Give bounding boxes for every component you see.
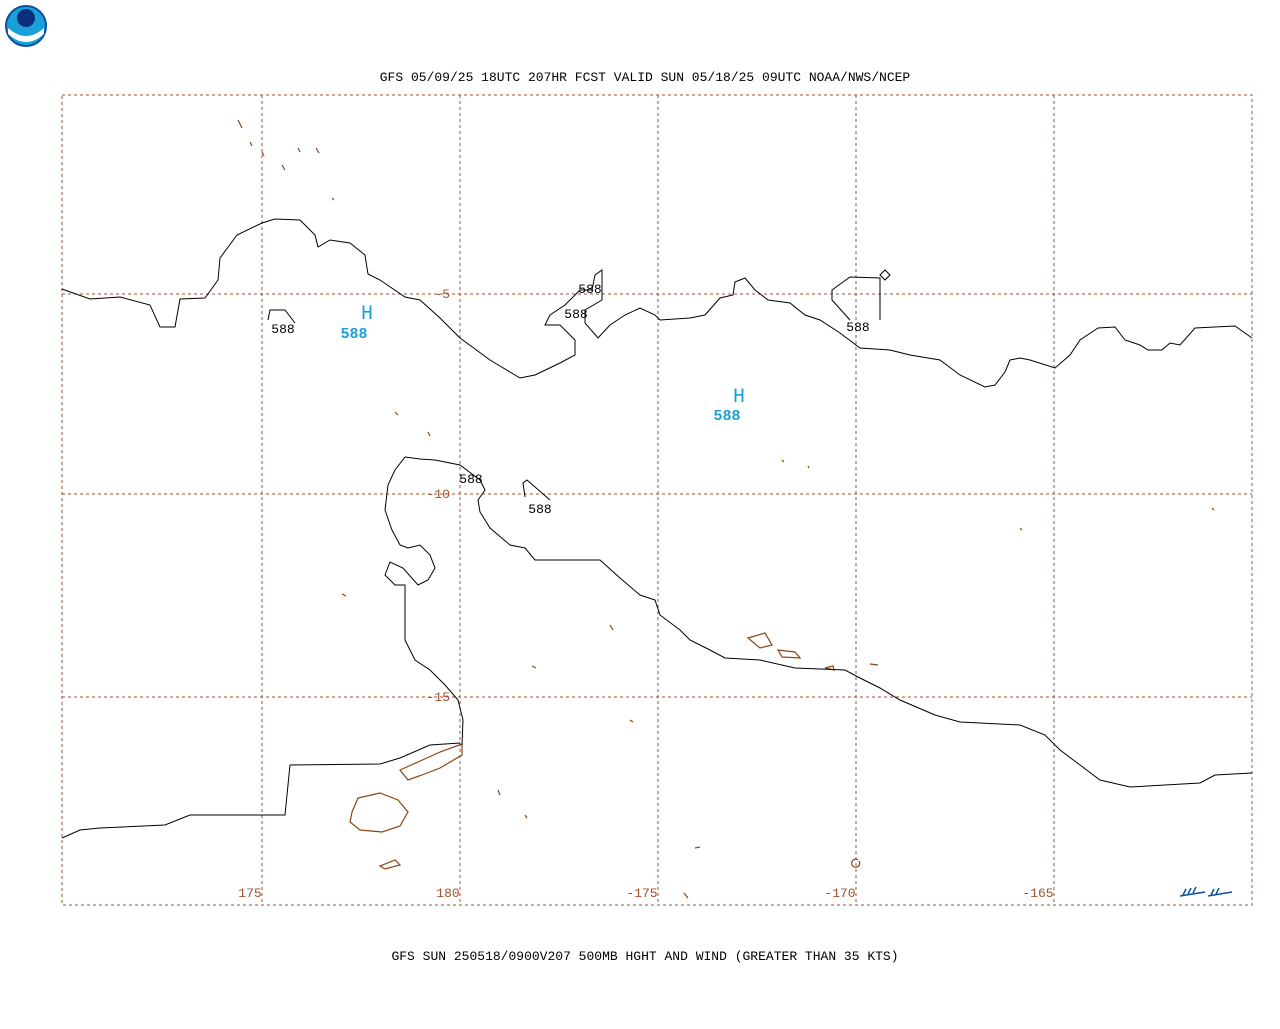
coastlines [237,119,1215,899]
high-value: 588 [340,326,367,343]
contour-label: 588 [459,472,482,487]
caption: GFS SUN 250518/0900V207 500MB HGHT AND W… [391,949,898,964]
lon-label: 175 [238,886,261,901]
noaa-logo [5,5,47,47]
high-symbol: H [733,386,745,409]
high-value: 588 [713,408,740,425]
contour-label: 588 [578,282,601,297]
lat-label: -10 [427,487,450,502]
contour-label: 588 [564,307,587,322]
lat-label: -5 [434,287,450,302]
lon-label: 180 [436,886,459,901]
lon-label: -165 [1022,886,1053,901]
lon-label: -170 [824,886,855,901]
wind-barbs [1179,886,1233,897]
contour-label: 588 [846,320,869,335]
title: GFS 05/09/25 18UTC 207HR FCST VALID SUN … [380,70,911,85]
graticule [61,94,1253,906]
contour-label: 588 [271,322,294,337]
contour-label: 588 [528,502,551,517]
lon-label: -175 [626,886,657,901]
lat-label: -15 [427,690,450,705]
high-symbol: H [361,303,373,326]
height-contours [61,218,1253,839]
